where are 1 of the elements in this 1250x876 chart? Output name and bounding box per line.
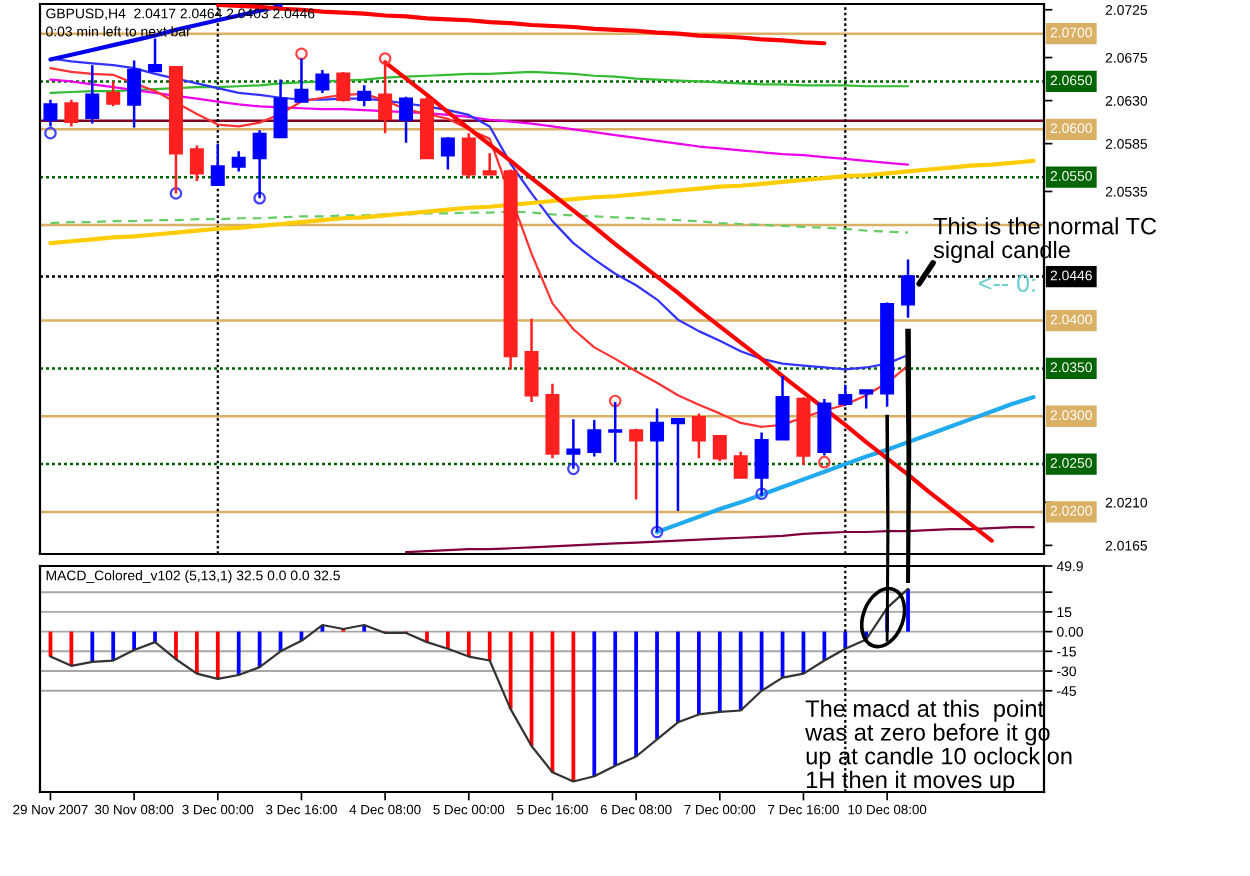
annotation: <-- 0: <box>979 274 1035 292</box>
